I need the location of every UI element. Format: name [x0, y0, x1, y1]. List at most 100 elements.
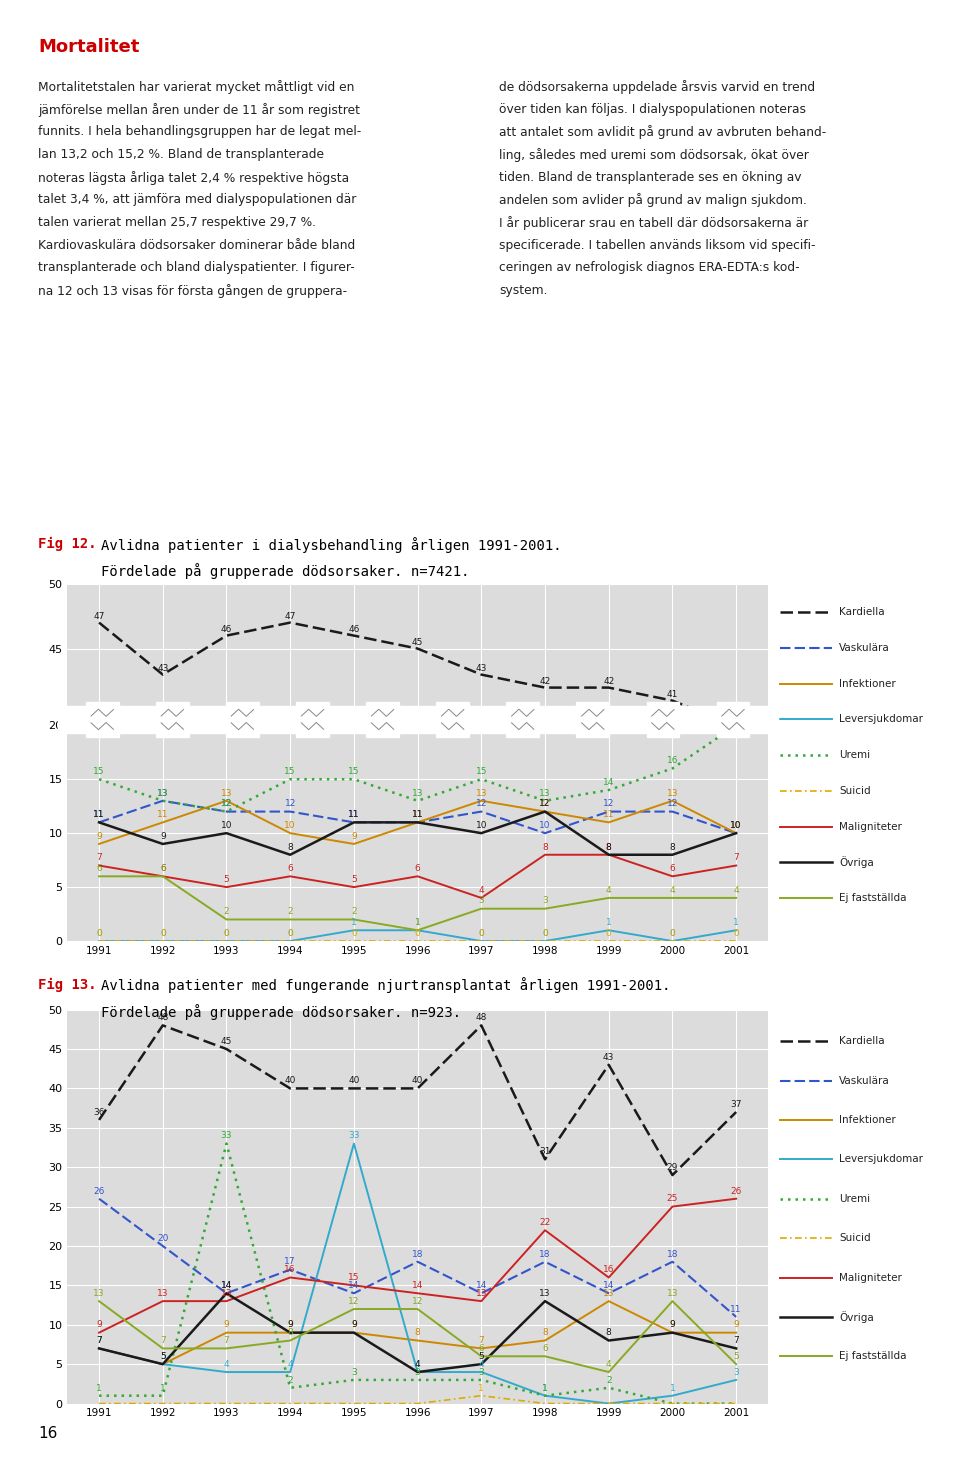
Text: 12: 12	[221, 800, 232, 808]
Text: 17: 17	[284, 1258, 296, 1266]
Text: Kardiovaskulära dödsorsaker dominerar både bland: Kardiovaskulära dödsorsaker dominerar bå…	[38, 239, 355, 251]
Text: 36: 36	[93, 1107, 105, 1116]
Text: 13: 13	[540, 788, 551, 798]
Text: tiden. Bland de transplanterade ses en ökning av: tiden. Bland de transplanterade ses en ö…	[499, 171, 802, 184]
Text: 12: 12	[540, 800, 551, 808]
Text: 6: 6	[415, 864, 420, 872]
Text: att antalet som avlidit på grund av avbruten behand-: att antalet som avlidit på grund av avbr…	[499, 125, 827, 140]
Text: 0: 0	[478, 929, 484, 938]
Text: Suicid: Suicid	[839, 1233, 871, 1243]
Text: 43: 43	[157, 664, 168, 673]
Text: 0: 0	[415, 929, 420, 938]
Text: 2: 2	[606, 1376, 612, 1385]
Text: 7: 7	[224, 1336, 229, 1345]
Text: 1: 1	[542, 1383, 548, 1392]
Text: 0: 0	[669, 929, 675, 938]
Text: 1: 1	[542, 1383, 548, 1392]
Text: Avlidna patienter med fungerande njurtransplantat årligen 1991-2001.: Avlidna patienter med fungerande njurtra…	[101, 978, 670, 994]
Text: 3: 3	[478, 896, 484, 906]
Text: 9: 9	[287, 1320, 293, 1329]
Text: 31: 31	[540, 1147, 551, 1156]
Text: 6: 6	[96, 864, 102, 872]
Text: ceringen av nefrologisk diagnos ERA-EDTA:s kod-: ceringen av nefrologisk diagnos ERA-EDTA…	[499, 261, 800, 274]
Text: 16: 16	[603, 1265, 614, 1274]
Text: 12: 12	[221, 800, 232, 808]
Text: 1: 1	[606, 918, 612, 926]
Text: 13: 13	[157, 1288, 169, 1299]
Text: 2: 2	[287, 907, 293, 916]
Text: 10: 10	[731, 821, 742, 830]
Text: 47: 47	[284, 611, 296, 620]
Text: 10: 10	[475, 821, 487, 830]
Text: Leversjukdomar: Leversjukdomar	[839, 1154, 924, 1164]
Text: Kardiella: Kardiella	[839, 607, 885, 617]
Text: Leversjukdomar: Leversjukdomar	[839, 715, 924, 725]
Text: 11: 11	[157, 810, 169, 818]
Text: 0: 0	[287, 929, 293, 938]
Text: 9: 9	[224, 1320, 229, 1329]
Text: 41: 41	[667, 690, 678, 699]
Text: 14: 14	[348, 1281, 360, 1290]
Text: 10: 10	[731, 821, 742, 830]
Text: 5: 5	[478, 1352, 484, 1361]
Text: 1: 1	[96, 1383, 102, 1392]
Text: 9: 9	[96, 1320, 102, 1329]
Text: 11: 11	[93, 810, 105, 818]
Text: 11: 11	[412, 810, 423, 818]
Text: 6: 6	[160, 864, 166, 872]
Text: 3: 3	[542, 896, 548, 906]
Text: 1: 1	[478, 1383, 484, 1392]
Text: 47: 47	[93, 611, 105, 620]
Text: 4: 4	[478, 886, 484, 894]
Text: Kardiella: Kardiella	[839, 1036, 885, 1046]
Text: 46: 46	[348, 624, 360, 633]
Text: 13: 13	[540, 1288, 551, 1299]
Text: 0: 0	[542, 929, 548, 938]
Text: 40: 40	[412, 1077, 423, 1085]
Text: Ej fastställda: Ej fastställda	[839, 1351, 906, 1361]
Text: 7: 7	[160, 1336, 166, 1345]
Text: 0: 0	[96, 929, 102, 938]
Text: 6: 6	[542, 1344, 548, 1352]
Text: Infektioner: Infektioner	[839, 678, 896, 689]
Text: 18: 18	[666, 1249, 678, 1259]
Text: 9: 9	[351, 1320, 357, 1329]
Text: 13: 13	[475, 1288, 487, 1299]
Text: Maligniteter: Maligniteter	[839, 821, 901, 832]
Text: 0: 0	[160, 929, 166, 938]
Text: Vaskulära: Vaskulära	[839, 1075, 890, 1085]
Text: 20: 20	[731, 713, 742, 722]
Text: 2: 2	[351, 907, 357, 916]
Text: 14: 14	[603, 778, 614, 786]
Text: 9: 9	[96, 832, 102, 840]
Text: 48: 48	[475, 1013, 487, 1023]
Text: 18: 18	[412, 1249, 423, 1259]
Text: 12: 12	[284, 800, 296, 808]
Text: 45: 45	[221, 1037, 232, 1046]
Text: 13: 13	[221, 788, 232, 798]
Text: lan 13,2 och 15,2 %. Bland de transplanterade: lan 13,2 och 15,2 %. Bland de transplant…	[38, 149, 324, 160]
Text: 16: 16	[666, 756, 678, 765]
Text: 5: 5	[160, 1352, 166, 1361]
Text: 0: 0	[96, 929, 102, 938]
Text: 0: 0	[224, 929, 229, 938]
Text: 7: 7	[733, 1336, 739, 1345]
Text: 12: 12	[540, 800, 551, 808]
Text: 15: 15	[284, 767, 296, 776]
Text: 29: 29	[667, 1163, 678, 1172]
Text: 13: 13	[603, 1288, 614, 1299]
Text: 4: 4	[606, 1360, 612, 1369]
Text: 6: 6	[669, 864, 675, 872]
Text: de dödsorsakerna uppdelade årsvis varvid en trend: de dödsorsakerna uppdelade årsvis varvid…	[499, 80, 815, 95]
Text: 11: 11	[93, 810, 105, 818]
Text: 18: 18	[540, 1249, 551, 1259]
Text: 9: 9	[669, 1320, 675, 1329]
Text: 43: 43	[475, 664, 487, 673]
Text: 12: 12	[475, 800, 487, 808]
Text: 12: 12	[412, 1297, 423, 1306]
Text: 13: 13	[157, 788, 169, 798]
Text: 9: 9	[287, 1320, 293, 1329]
Text: 7: 7	[96, 1336, 102, 1345]
Text: Uremi: Uremi	[839, 1193, 870, 1204]
Text: talet 3,4 %, att jämföra med dialyspopulationen där: talet 3,4 %, att jämföra med dialyspopul…	[38, 194, 357, 206]
